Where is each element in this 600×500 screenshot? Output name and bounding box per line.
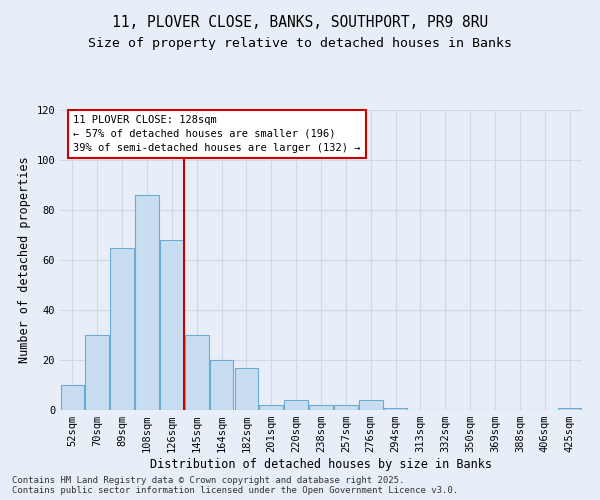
Bar: [334, 405, 358, 410]
Bar: [110, 248, 134, 410]
Bar: [384, 408, 407, 410]
Bar: [160, 240, 184, 410]
Text: Contains HM Land Registry data © Crown copyright and database right 2025.
Contai: Contains HM Land Registry data © Crown c…: [12, 476, 458, 495]
Bar: [210, 360, 233, 410]
Bar: [61, 385, 84, 410]
Bar: [259, 405, 283, 410]
X-axis label: Distribution of detached houses by size in Banks: Distribution of detached houses by size …: [150, 458, 492, 471]
Bar: [85, 335, 109, 410]
Bar: [185, 335, 209, 410]
Text: Size of property relative to detached houses in Banks: Size of property relative to detached ho…: [88, 38, 512, 51]
Bar: [309, 405, 333, 410]
Bar: [284, 400, 308, 410]
Text: 11 PLOVER CLOSE: 128sqm
← 57% of detached houses are smaller (196)
39% of semi-d: 11 PLOVER CLOSE: 128sqm ← 57% of detache…: [73, 115, 361, 153]
Bar: [235, 368, 258, 410]
Bar: [135, 195, 159, 410]
Text: 11, PLOVER CLOSE, BANKS, SOUTHPORT, PR9 8RU: 11, PLOVER CLOSE, BANKS, SOUTHPORT, PR9 …: [112, 15, 488, 30]
Bar: [558, 408, 581, 410]
Bar: [359, 400, 383, 410]
Y-axis label: Number of detached properties: Number of detached properties: [18, 156, 31, 364]
